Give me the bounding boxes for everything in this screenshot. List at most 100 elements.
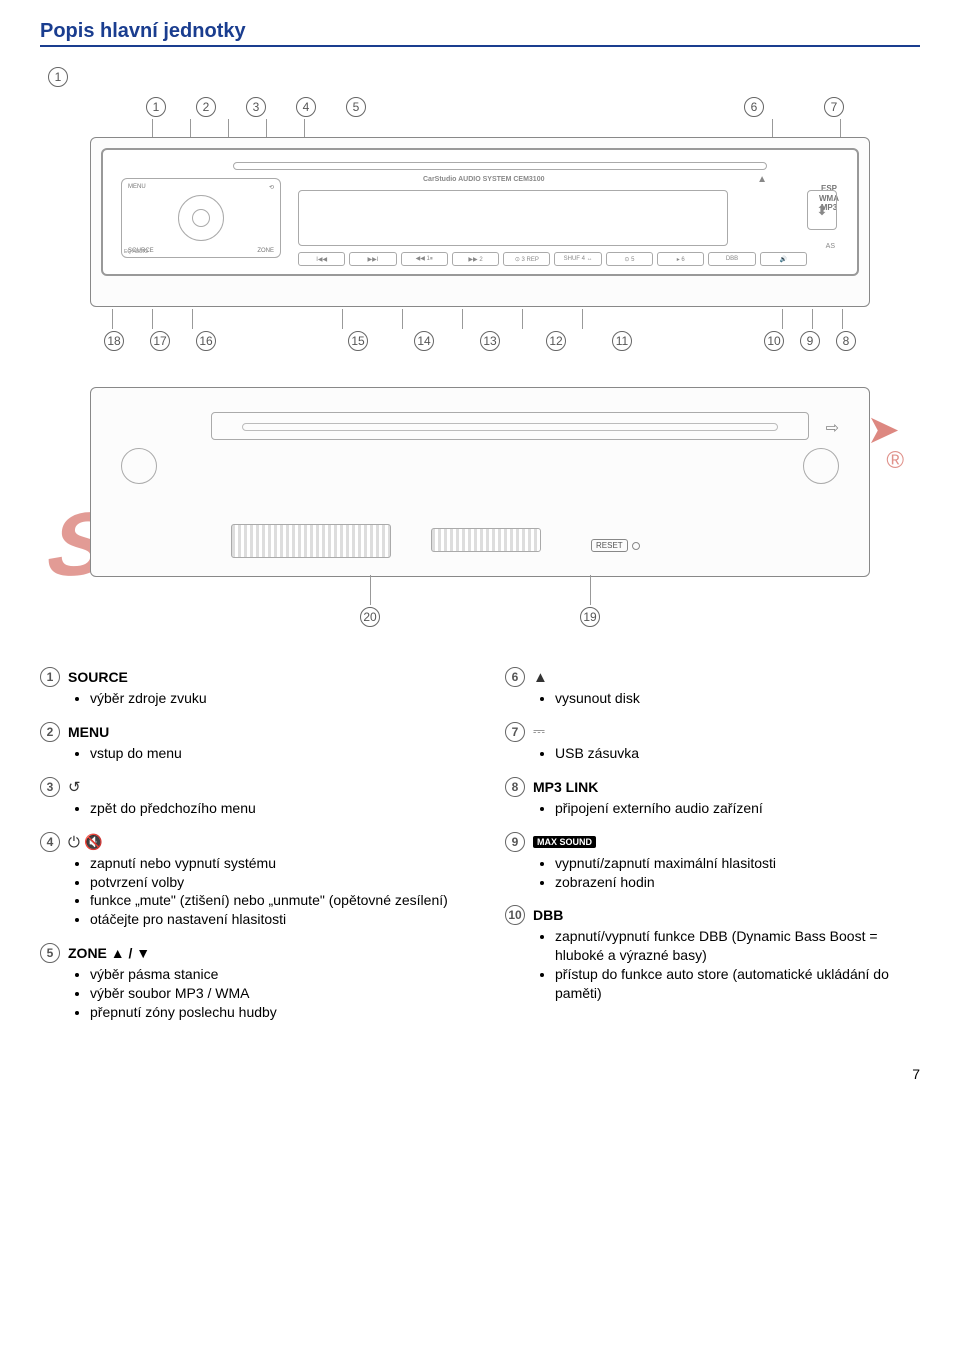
entry-label: ↺ bbox=[68, 778, 81, 796]
entry-item: funkce „mute" (ztišení) nebo „unmute" (o… bbox=[90, 891, 455, 910]
insert-arrow-icon: ⇨ bbox=[826, 418, 839, 438]
entry-items: zpět do předchozího menu bbox=[90, 799, 455, 818]
preset-btn: 🔊 bbox=[760, 252, 807, 266]
entry-item: vstup do menu bbox=[90, 744, 455, 763]
callout: 4 bbox=[296, 97, 316, 117]
page-title: Popis hlavní jednotky bbox=[40, 20, 920, 47]
callout: 17 bbox=[150, 331, 170, 351]
entry-item: zobrazení hodin bbox=[555, 873, 920, 892]
entry-items: připojení externího audio zařízení bbox=[555, 799, 920, 818]
callout: 3 bbox=[246, 97, 266, 117]
mount-hole bbox=[121, 448, 157, 484]
callout: 6 bbox=[744, 97, 764, 117]
entry-4: 4 ⏻ 🔇 zapnutí nebo vypnutí systémupotvrzen… bbox=[40, 832, 455, 930]
callout: 12 bbox=[546, 331, 566, 351]
entry-6: 6 ▲ vysunout disk bbox=[505, 667, 920, 708]
entry-10: 10 DBB zapnutí/vypnutí funkce DBB (Dynamic… bbox=[505, 905, 920, 1003]
entry-items: vypnutí/zapnutí maximální hlasitostizobr… bbox=[555, 854, 920, 892]
reset-button-rear: RESET bbox=[591, 539, 640, 552]
entry-callout: 10 bbox=[505, 905, 525, 925]
eject-icon: ▲ bbox=[757, 174, 767, 185]
entry-items: vstup do menu bbox=[90, 744, 455, 763]
rear-panel-diagram: S ➤ ® ⇨ RESET 20 19 bbox=[80, 387, 880, 627]
preset-btn: ◀◀ 1⏸ bbox=[401, 252, 448, 266]
entry-item: vypnutí/zapnutí maximální hlasitosti bbox=[555, 854, 920, 873]
entry-label: ⏻ 🔇 bbox=[68, 833, 103, 851]
entry-item: výběr soubor MP3 / WMA bbox=[90, 984, 455, 1003]
entry-7: 7 ⎓ USB zásuvka bbox=[505, 722, 920, 763]
callout: 20 bbox=[360, 607, 380, 627]
control-cluster: MENU⟲ SOURCEZONE EQ AUDIO bbox=[121, 178, 281, 258]
callout: 2 bbox=[196, 97, 216, 117]
preset-btn: ▶▶ 2 bbox=[452, 252, 499, 266]
preset-btn: DBB bbox=[708, 252, 755, 266]
entry-items: výběr zdroje zvuku bbox=[90, 689, 455, 708]
callout: 7 bbox=[824, 97, 844, 117]
entry-item: výběr zdroje zvuku bbox=[90, 689, 455, 708]
callout: 10 bbox=[764, 331, 784, 351]
callout: 14 bbox=[414, 331, 434, 351]
entry-callout: 7 bbox=[505, 722, 525, 742]
lcd-brand-label: CarStudio AUDIO SYSTEM CEM3100 bbox=[423, 176, 545, 183]
callout: 5 bbox=[346, 97, 366, 117]
rear-cd-slot bbox=[211, 412, 809, 440]
entry-items: výběr pásma stanicevýběr soubor MP3 / WM… bbox=[90, 965, 455, 1022]
front-body: ▲ MENU⟲ SOURCEZONE EQ AUDIO CarStudio AU… bbox=[90, 137, 870, 307]
entry-callout: 9 bbox=[505, 832, 525, 852]
entry-item: USB zásuvka bbox=[555, 744, 920, 763]
entry-item: zpět do předchozího menu bbox=[90, 799, 455, 818]
callout: 16 bbox=[196, 331, 216, 351]
front-panel-diagram: 1 2 3 4 5 6 7 ▲ MENU⟲ bbox=[80, 97, 880, 347]
rear-connector-large bbox=[231, 524, 391, 558]
cd-slot bbox=[233, 162, 767, 170]
entry-5: 5 ZONE ▲ / ▼ výběr pásma stanicevýběr soub… bbox=[40, 943, 455, 1022]
callout: 11 bbox=[612, 331, 632, 351]
callout: 13 bbox=[480, 331, 500, 351]
entry-label: ▲ bbox=[533, 669, 548, 686]
entry-3: 3 ↺ zpět do předchozího menu bbox=[40, 777, 455, 818]
callout-1-standalone: 1 bbox=[48, 67, 68, 87]
callout: 19 bbox=[580, 607, 600, 627]
as-label: AS bbox=[826, 243, 835, 250]
diagram-area: 1 2 3 4 5 6 7 ▲ MENU⟲ bbox=[40, 97, 920, 627]
entry-item: připojení externího audio zařízení bbox=[555, 799, 920, 818]
entry-callout: 2 bbox=[40, 722, 60, 742]
entry-label: ZONE ▲ / ▼ bbox=[68, 945, 150, 961]
entry-label: DBB bbox=[533, 907, 563, 923]
left-column: 1SOURCEvýběr zdroje zvuku2MENUvstup do m… bbox=[40, 667, 455, 1036]
entry-item: otáčejte pro nastavení hlasitosti bbox=[90, 910, 455, 929]
entry-items: vysunout disk bbox=[555, 689, 920, 708]
callout: 15 bbox=[348, 331, 368, 351]
entry-label: ⎓ bbox=[533, 723, 545, 740]
entry-callout: 4 bbox=[40, 832, 60, 852]
right-column: 6 ▲ vysunout disk 7 ⎓ USB zásuvka 8 MP3 LINK při… bbox=[505, 667, 920, 1036]
callout: 9 bbox=[800, 331, 820, 351]
entry-items: zapnutí/vypnutí funkce DBB (Dynamic Bass… bbox=[555, 927, 920, 1003]
entry-items: zapnutí nebo vypnutí systémupotvrzení vo… bbox=[90, 854, 455, 930]
callout: 8 bbox=[836, 331, 856, 351]
entry-9: 9 MAX SOUND vypnutí/zapnutí maximální hlas… bbox=[505, 832, 920, 892]
entry-item: potvrzení volby bbox=[90, 873, 455, 892]
entry-label: MP3 LINK bbox=[533, 779, 598, 795]
entry-item: přístup do funkce auto store (automatick… bbox=[555, 965, 920, 1003]
entry-callout: 5 bbox=[40, 943, 60, 963]
preset-buttons: I◀◀ ▶▶I ◀◀ 1⏸ ▶▶ 2 ⊙ 3 REP SHUF 4 ↔ ⊙ 5 … bbox=[298, 252, 807, 266]
entry-item: zapnutí/vypnutí funkce DBB (Dynamic Bass… bbox=[555, 927, 920, 965]
preset-btn: ▶▶I bbox=[349, 252, 396, 266]
entry-callout: 3 bbox=[40, 777, 60, 797]
entry-callout: 6 bbox=[505, 667, 525, 687]
entry-2: 2MENUvstup do menu bbox=[40, 722, 455, 763]
page-number: 7 bbox=[40, 1066, 920, 1082]
entry-item: zapnutí nebo vypnutí systému bbox=[90, 854, 455, 873]
preset-btn: SHUF 4 ↔ bbox=[554, 252, 601, 266]
entry-8: 8 MP3 LINK připojení externího audio zaříz… bbox=[505, 777, 920, 818]
entry-item: výběr pásma stanice bbox=[90, 965, 455, 984]
entry-item: přepnutí zóny poslechu hudby bbox=[90, 1003, 455, 1022]
entry-callout: 8 bbox=[505, 777, 525, 797]
rear-connector-small bbox=[431, 528, 541, 552]
entry-label: MAX SOUND bbox=[533, 836, 596, 848]
preset-btn: ⊙ 5 bbox=[606, 252, 653, 266]
usb-port: ⬍ bbox=[807, 190, 837, 230]
entry-label: SOURCE bbox=[68, 669, 128, 685]
preset-btn: ⊙ 3 REP bbox=[503, 252, 550, 266]
